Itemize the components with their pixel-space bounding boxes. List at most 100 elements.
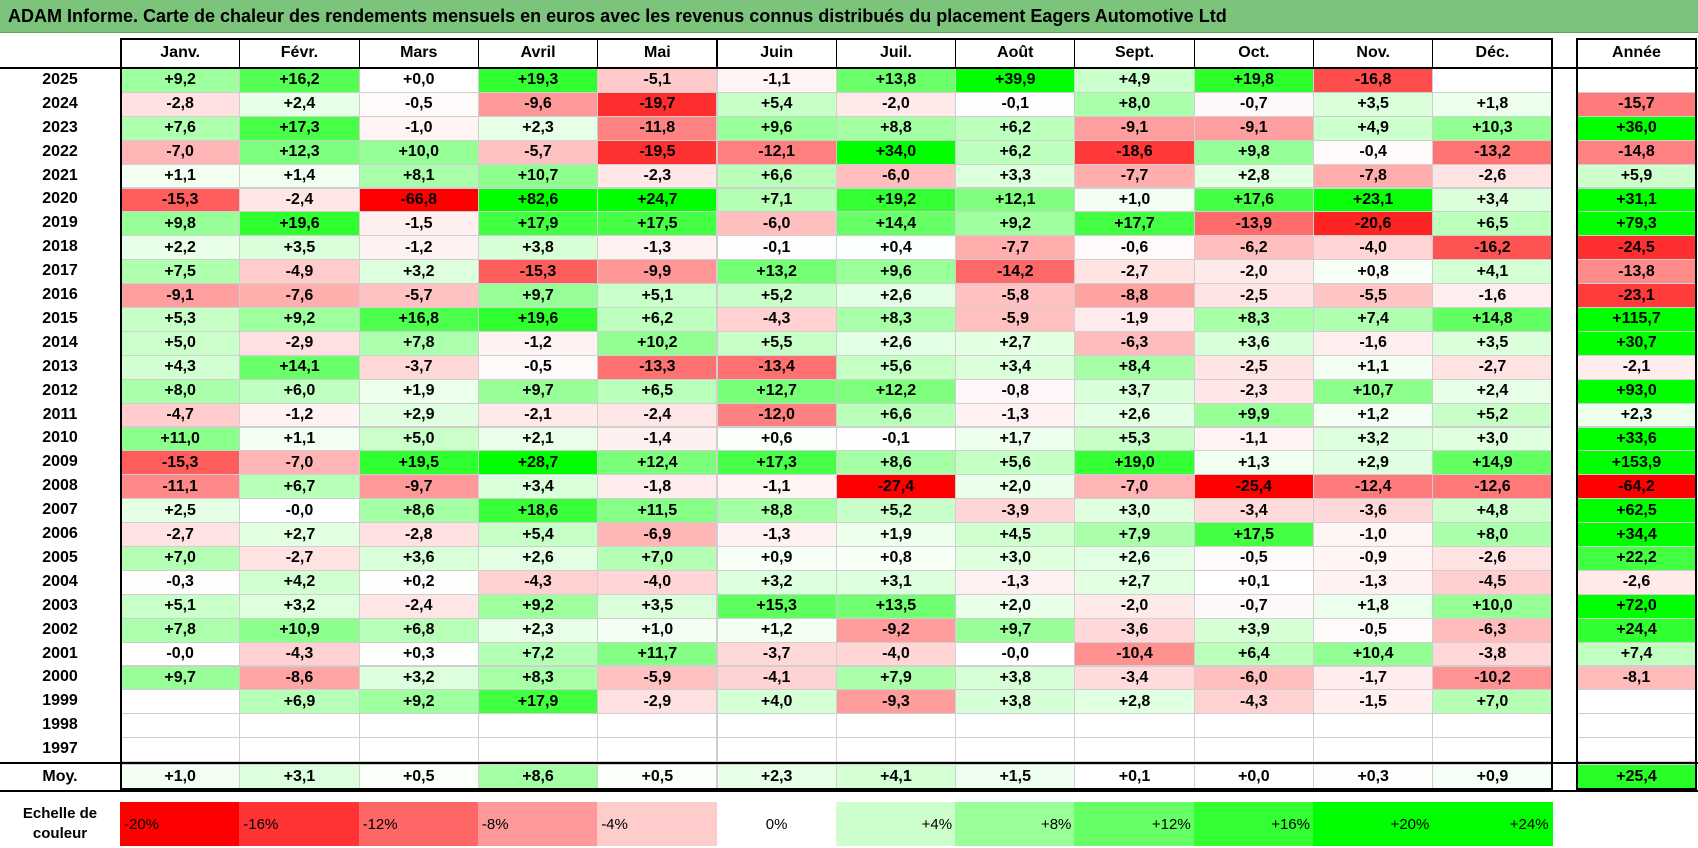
heatmap-cell: +3,8 xyxy=(955,665,1076,691)
average-cell: +0,5 xyxy=(597,764,718,790)
heatmap-cell xyxy=(597,713,718,739)
heatmap-cell: +4,2 xyxy=(239,569,360,595)
year-label: 2015 xyxy=(42,309,78,327)
year-label: 2010 xyxy=(42,429,78,447)
heatmap-cell: -1,8 xyxy=(597,474,718,500)
heatmap-cell xyxy=(1074,737,1195,763)
heatmap-cell: +0,1 xyxy=(1193,569,1314,595)
heatmap-cell xyxy=(955,713,1076,739)
heatmap-cell: +39,9 xyxy=(955,68,1076,93)
heatmap-cell: -5,8 xyxy=(955,283,1076,308)
heatmap-cell: -4,5 xyxy=(1432,569,1553,595)
heatmap-cell xyxy=(477,737,599,763)
year-label: 2020 xyxy=(42,190,78,208)
average-annual-cell: +25,4 xyxy=(1576,764,1697,790)
heatmap-cell: +2,3 xyxy=(477,115,599,141)
heatmap-cell: +19,3 xyxy=(477,68,599,93)
heatmap-cell: +3,6 xyxy=(358,546,479,571)
year-label: 1998 xyxy=(42,716,78,734)
heatmap-cell: +2,6 xyxy=(835,283,957,308)
year-label: 2001 xyxy=(42,644,78,662)
heatmap-cell: -1,6 xyxy=(1432,283,1553,308)
month-header: Août xyxy=(955,38,1076,68)
heatmap-cell: +8,0 xyxy=(1074,91,1195,117)
heatmap-cell: +19,2 xyxy=(835,187,957,213)
heatmap-cell: -2,5 xyxy=(1193,354,1314,380)
heatmap-cell: -0,9 xyxy=(1313,546,1434,571)
heatmap-cell xyxy=(239,713,360,739)
color-scale-swatch: 0% xyxy=(716,802,837,846)
heatmap-cell: +8,8 xyxy=(716,498,837,524)
heatmap-cell: -2,7 xyxy=(239,546,360,571)
heatmap-cell: +2,9 xyxy=(1313,450,1434,476)
heatmap-cell: +19,8 xyxy=(1193,68,1314,93)
heatmap-cell: -16,2 xyxy=(1432,235,1553,261)
heatmap-cell: +9,8 xyxy=(120,211,241,237)
heatmap-cell: +5,2 xyxy=(1432,402,1553,428)
heatmap-cell: +3,2 xyxy=(239,593,360,619)
heatmap-cell: -1,2 xyxy=(358,235,479,261)
annual-cell: +79,3 xyxy=(1576,211,1697,237)
year-label: 1997 xyxy=(42,740,78,758)
heatmap-cell: -0,1 xyxy=(716,235,837,261)
heatmap-cell: +17,5 xyxy=(597,211,718,237)
heatmap-cell: -12,0 xyxy=(716,402,837,428)
heatmap-cell: +3,2 xyxy=(1313,426,1434,452)
heatmap-cell: -9,7 xyxy=(358,474,479,500)
heatmap-cell: +2,6 xyxy=(477,546,599,571)
heatmap-cell: +5,0 xyxy=(358,426,479,452)
heatmap-cell: -3,4 xyxy=(1193,498,1314,524)
heatmap-cell: +4,9 xyxy=(1313,115,1434,141)
heatmap-cell: -2,8 xyxy=(358,522,479,547)
title-bar: ADAM Informe. Carte de chaleur des rende… xyxy=(0,0,1698,33)
heatmap-cell: -13,3 xyxy=(597,354,718,380)
chart-title: ADAM Informe. Carte de chaleur des rende… xyxy=(8,6,1227,26)
heatmap-cell: -15,3 xyxy=(477,259,599,285)
heatmap-cell: +6,2 xyxy=(955,139,1076,165)
heatmap-cell: +4,0 xyxy=(716,689,837,715)
heatmap-cell: +4,5 xyxy=(955,522,1076,547)
heatmap-cell: -13,9 xyxy=(1193,211,1314,237)
heatmap-cell: +5,1 xyxy=(120,593,241,619)
heatmap-cell: +6,4 xyxy=(1193,641,1314,667)
heatmap-cell: +19,6 xyxy=(477,307,599,332)
annual-cell: -8,1 xyxy=(1576,665,1697,691)
heatmap-cell: -6,0 xyxy=(1193,665,1314,691)
color-scale-swatch: -12% xyxy=(358,802,479,846)
heatmap-cell: +8,1 xyxy=(358,163,479,189)
annual-cell xyxy=(1576,689,1697,715)
heatmap-cell: +3,0 xyxy=(1074,498,1195,524)
average-cell: +0,3 xyxy=(1313,764,1434,790)
heatmap-cell: +0,4 xyxy=(835,235,957,261)
heatmap-cell: -1,9 xyxy=(1074,307,1195,332)
heatmap-cell: -4,0 xyxy=(835,641,957,667)
heatmap-cell: +10,7 xyxy=(477,163,599,189)
heatmap-cell: +2,7 xyxy=(239,522,360,547)
heatmap-cell: -8,6 xyxy=(239,665,360,691)
heatmap-cell: -2,5 xyxy=(1193,283,1314,308)
heatmap-cell: +8,3 xyxy=(477,665,599,691)
average-cell: +1,0 xyxy=(120,764,241,790)
heatmap-cell: +4,3 xyxy=(120,354,241,380)
year-label: 2025 xyxy=(42,70,78,88)
annual-cell: +62,5 xyxy=(1576,498,1697,524)
heatmap-cell: -25,4 xyxy=(1193,474,1314,500)
heatmap-cell: -7,6 xyxy=(239,283,360,308)
heatmap-cell: -9,6 xyxy=(477,91,599,117)
heatmap-cell: -3,6 xyxy=(1074,617,1195,643)
heatmap-cell: +2,7 xyxy=(955,330,1076,356)
heatmap-cell xyxy=(1193,713,1314,739)
heatmap-cell: +5,2 xyxy=(716,283,837,308)
heatmap-cell xyxy=(120,713,241,739)
heatmap-cell: +1,1 xyxy=(1313,354,1434,380)
heatmap-cell xyxy=(597,737,718,763)
heatmap-cell: -2,0 xyxy=(1074,593,1195,619)
heatmap-cell: +1,9 xyxy=(358,378,479,404)
heatmap-cell: +6,8 xyxy=(358,617,479,643)
heatmap-cell: +8,3 xyxy=(1193,307,1314,332)
average-cell: +0,0 xyxy=(1193,764,1314,790)
heatmap-cell: +23,1 xyxy=(1313,187,1434,213)
annual-cell: +7,4 xyxy=(1576,641,1697,667)
color-scale-swatch: +16% xyxy=(1193,802,1314,846)
average-cell: +2,3 xyxy=(716,764,837,790)
